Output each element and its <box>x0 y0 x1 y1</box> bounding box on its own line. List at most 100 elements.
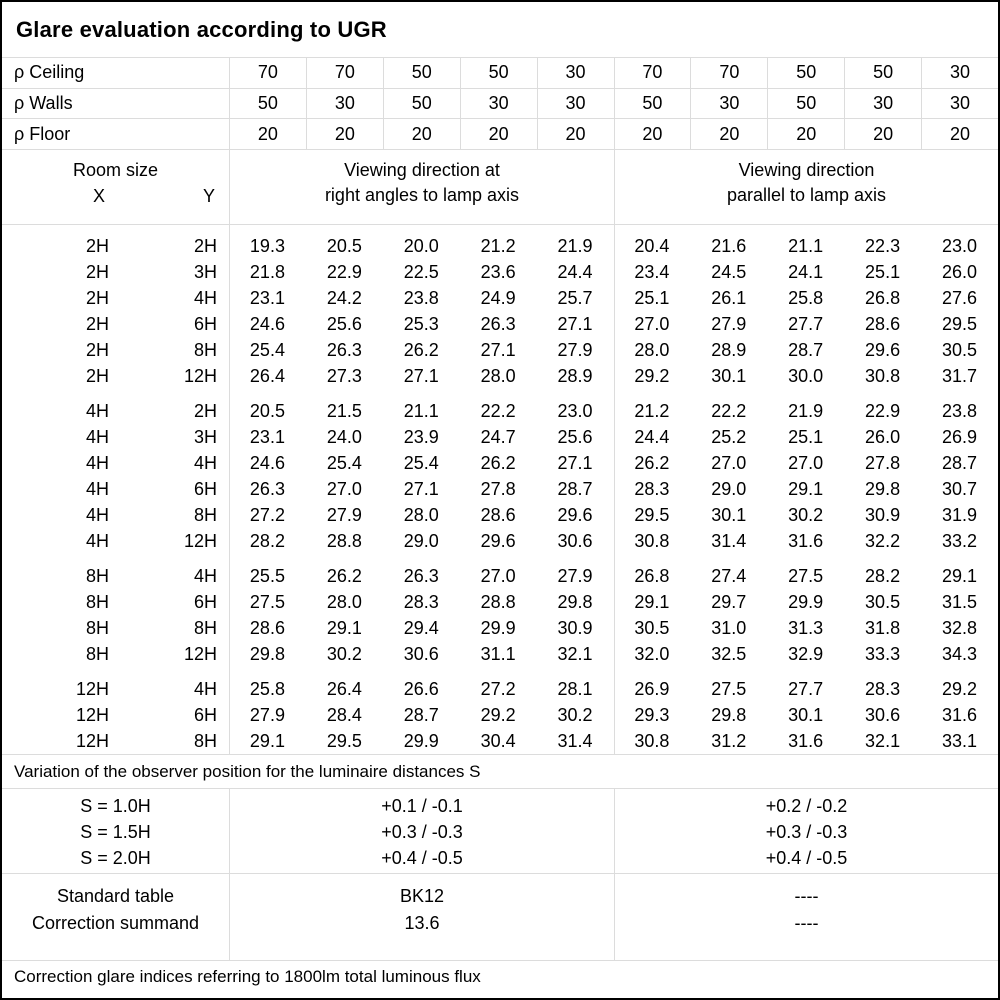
ugr-value: 25.5 <box>249 565 285 586</box>
room-size-header-row: Room size X Y Viewing direction at right… <box>2 149 998 225</box>
room-x-value: 2H <box>85 287 109 308</box>
room-y-value: 6H <box>193 704 217 725</box>
ugr-value: 29.6 <box>557 504 593 525</box>
ugr-value: 32.0 <box>634 643 670 664</box>
group-header-parallel: Viewing direction parallel to lamp axis <box>614 149 998 224</box>
reflectance-value: 30 <box>921 88 998 119</box>
ugr-value: 26.6 <box>403 678 439 699</box>
ugr-value: 26.2 <box>480 452 516 473</box>
ugr-value: 27.1 <box>403 365 439 386</box>
footer-note: Correction glare indices referring to 18… <box>14 966 481 986</box>
ugr-value: 33.3 <box>865 643 901 664</box>
room-y-value: 8H <box>193 339 217 360</box>
reflectance-value: 70 <box>305 58 383 88</box>
ugr-row: 4H 6H 26.3 27.0 27.1 27.8 28.7 28.3 29.0 29.1 29.8… <box>2 476 998 502</box>
room-x-value: 4H <box>85 530 109 551</box>
ugr-value: 25.3 <box>403 313 439 334</box>
ugr-value: 27.8 <box>865 452 901 473</box>
reflectance-value: 50 <box>382 88 460 119</box>
room-x-value: 8H <box>85 643 109 664</box>
ugr-value: 30.0 <box>788 365 824 386</box>
ugr-value: 27.0 <box>480 565 516 586</box>
ugr-value: 24.2 <box>326 287 362 308</box>
ugr-value: 29.6 <box>865 339 901 360</box>
room-size-header: Room size X Y <box>2 150 229 224</box>
ugr-value: 20.5 <box>249 400 285 421</box>
room-y-value: 6H <box>193 591 217 612</box>
ugr-value: 23.8 <box>403 287 439 308</box>
ugr-value: 33.2 <box>941 530 977 551</box>
ugr-row: 12H 4H 25.8 26.4 26.6 27.2 28.1 26.9 27.5 27.7 28.… <box>2 676 998 702</box>
ugr-value: 24.4 <box>557 261 593 282</box>
ugr-value: 28.6 <box>249 617 285 638</box>
ugr-value: 29.5 <box>326 730 362 751</box>
standard-table-block: Standard table Correction summand BK12 1… <box>2 873 998 961</box>
ugr-row: 2H 2H 19.3 20.5 20.0 21.2 21.9 20.4 21.6 21.1 22.3… <box>2 233 998 259</box>
reflectance-value: 20 <box>613 119 691 149</box>
ugr-value: 21.2 <box>634 400 670 421</box>
ugr-value: 25.4 <box>403 452 439 473</box>
ugr-value: 27.2 <box>249 504 285 525</box>
room-y-value: 8H <box>193 617 217 638</box>
ugr-value: 25.1 <box>788 426 824 447</box>
ugr-value: 25.1 <box>634 287 670 308</box>
room-x-value: 2H <box>85 261 109 282</box>
ugr-value: 31.6 <box>788 530 824 551</box>
ugr-value: 26.0 <box>865 426 901 447</box>
ugr-value: 28.6 <box>865 313 901 334</box>
ugr-value: 22.2 <box>711 400 747 421</box>
ugr-value: 28.7 <box>941 452 977 473</box>
ugr-value: 32.5 <box>711 643 747 664</box>
ugr-rows: 2H 2H 19.3 20.5 20.0 21.2 21.9 20.4 21.6 21.1 22.3… <box>2 233 998 754</box>
ugr-value: 30.6 <box>403 643 439 664</box>
reflectance-label: ρ Ceiling <box>14 62 85 83</box>
ugr-value: 23.9 <box>403 426 439 447</box>
room-x-value: 8H <box>85 617 109 638</box>
ugr-value: 31.4 <box>711 530 747 551</box>
ugr-value: 32.1 <box>557 643 593 664</box>
ugr-value: 28.6 <box>480 504 516 525</box>
ugr-row: 4H 12H 28.2 28.8 29.0 29.6 30.6 30.8 31.4 31.6 32.… <box>2 528 998 554</box>
group-divider-line <box>614 224 615 754</box>
ugr-value: 29.7 <box>711 591 747 612</box>
reflectance-label: ρ Floor <box>14 123 71 144</box>
ugr-row: 2H 3H 21.8 22.9 22.5 23.6 24.4 23.4 24.5 24.1 25.1… <box>2 259 998 285</box>
room-y-value: 8H <box>193 730 217 751</box>
room-x-value: 4H <box>85 426 109 447</box>
ugr-value: 31.5 <box>941 591 977 612</box>
ugr-value: 25.6 <box>326 313 362 334</box>
ugr-value: 28.3 <box>403 591 439 612</box>
room-x-value: 4H <box>85 478 109 499</box>
ugr-value: 27.5 <box>788 565 824 586</box>
ugr-value: 21.9 <box>788 400 824 421</box>
room-x-value: 4H <box>85 452 109 473</box>
room-y-value: 12H <box>183 365 217 386</box>
ugr-value: 27.2 <box>480 678 516 699</box>
ugr-value: 34.3 <box>941 643 977 664</box>
ugr-value: 30.1 <box>711 365 747 386</box>
ugr-value: 24.9 <box>480 287 516 308</box>
ugr-row: 8H 12H 29.8 30.2 30.6 31.1 32.1 32.0 32.5 32.9 33.… <box>2 641 998 667</box>
ugr-row: 2H 12H 26.4 27.3 27.1 28.0 28.9 29.2 30.1 30.0 30.… <box>2 363 998 389</box>
y-axis-label: Y <box>203 185 216 206</box>
reflectance-value: 50 <box>844 58 921 88</box>
ugr-value: 25.1 <box>865 261 901 282</box>
ugr-value: 26.1 <box>711 287 747 308</box>
ugr-data-area: 2H 2H 19.3 20.5 20.0 21.2 21.9 20.4 21.6 21.1 22.3… <box>2 224 998 755</box>
ugr-value: 20.5 <box>326 235 362 256</box>
reflectance-value: 20 <box>844 119 921 149</box>
ugr-value: 31.9 <box>941 504 977 525</box>
ugr-value: 27.9 <box>557 565 593 586</box>
room-y-value: 4H <box>193 287 217 308</box>
room-y-value: 6H <box>193 313 217 334</box>
ugr-value: 30.9 <box>557 617 593 638</box>
ugr-value: 28.3 <box>634 478 670 499</box>
ugr-value: 23.8 <box>941 400 977 421</box>
reflectance-value: 30 <box>305 88 383 119</box>
ugr-value: 28.7 <box>557 478 593 499</box>
ugr-value: 26.3 <box>249 478 285 499</box>
ugr-value: 29.0 <box>711 478 747 499</box>
ugr-value: 28.4 <box>326 704 362 725</box>
ugr-value: 27.6 <box>941 287 977 308</box>
ugr-value: 24.1 <box>788 261 824 282</box>
